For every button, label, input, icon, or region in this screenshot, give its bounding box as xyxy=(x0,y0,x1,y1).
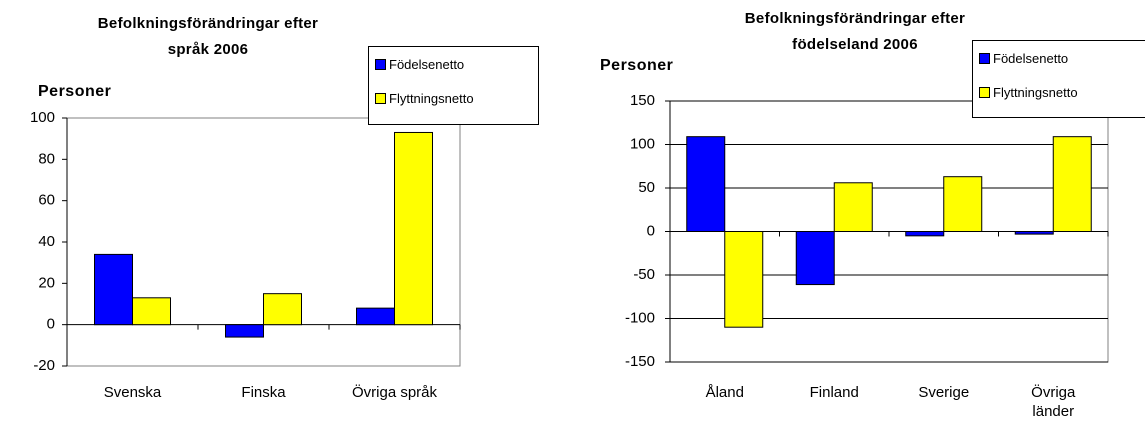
x-tick-label: Åland xyxy=(705,384,744,401)
y-tick-label: 100 xyxy=(30,109,55,126)
legend-item: Flyttningsnetto xyxy=(375,91,474,106)
y-axis-label: Personer xyxy=(600,57,674,74)
legend-swatch xyxy=(375,59,386,70)
bar xyxy=(132,297,171,326)
bar xyxy=(795,231,835,286)
y-tick-label: 20 xyxy=(38,274,55,291)
bar xyxy=(905,231,945,237)
bar xyxy=(94,253,133,326)
legend-label: Födelsenetto xyxy=(389,57,465,72)
y-tick-label: 50 xyxy=(638,179,655,196)
y-tick-label: -100 xyxy=(625,309,655,326)
bar xyxy=(356,307,395,326)
legend-swatch xyxy=(979,87,990,98)
y-axis-label: Personer xyxy=(38,83,112,100)
legend-label: Flyttningsnetto xyxy=(389,91,474,106)
legend-swatch xyxy=(375,93,386,104)
x-tick-label: Övriga länder xyxy=(1031,384,1076,420)
x-tick-label: Svenska xyxy=(103,384,162,401)
x-tick-label: Övriga språk xyxy=(351,384,438,401)
bar xyxy=(686,136,726,232)
y-tick-label: -20 xyxy=(33,357,55,374)
y-tick-label: 0 xyxy=(47,316,55,333)
x-tick-label: Sverige xyxy=(918,384,970,401)
bar xyxy=(1052,136,1092,232)
bar xyxy=(833,182,873,232)
x-tick-label: Finland xyxy=(809,384,859,401)
legend-swatch xyxy=(979,53,990,64)
y-tick-label: 0 xyxy=(647,222,655,239)
y-tick-label: -150 xyxy=(625,353,655,370)
y-tick-label: 100 xyxy=(630,135,655,152)
legend-item: Flyttningsnetto xyxy=(979,85,1078,100)
legend-label: Flyttningsnetto xyxy=(993,85,1078,100)
bar xyxy=(263,293,302,326)
bar xyxy=(225,324,264,338)
y-tick-label: 80 xyxy=(38,150,55,167)
legend-item: Födelsenetto xyxy=(979,51,1068,66)
legend: Födelsenetto Flyttningsnetto xyxy=(368,46,539,125)
y-tick-label: 40 xyxy=(38,233,55,250)
chart-title: Befolkningsförändringar efter födelselan… xyxy=(744,10,966,53)
y-tick-label: -50 xyxy=(633,266,655,283)
legend-label: Födelsenetto xyxy=(993,51,1069,66)
x-tick-label: Finska xyxy=(241,384,286,401)
bar xyxy=(724,231,764,328)
y-tick-label: 60 xyxy=(38,192,55,209)
bar xyxy=(394,131,433,326)
bar xyxy=(943,176,983,233)
chart-title: Befolkningsförändringar efter språk 2006 xyxy=(97,15,319,58)
legend: Födelsenetto Flyttningsnetto xyxy=(972,40,1145,118)
bar xyxy=(1014,231,1054,235)
y-tick-label: 150 xyxy=(630,92,655,109)
legend-item: Födelsenetto xyxy=(375,57,464,72)
